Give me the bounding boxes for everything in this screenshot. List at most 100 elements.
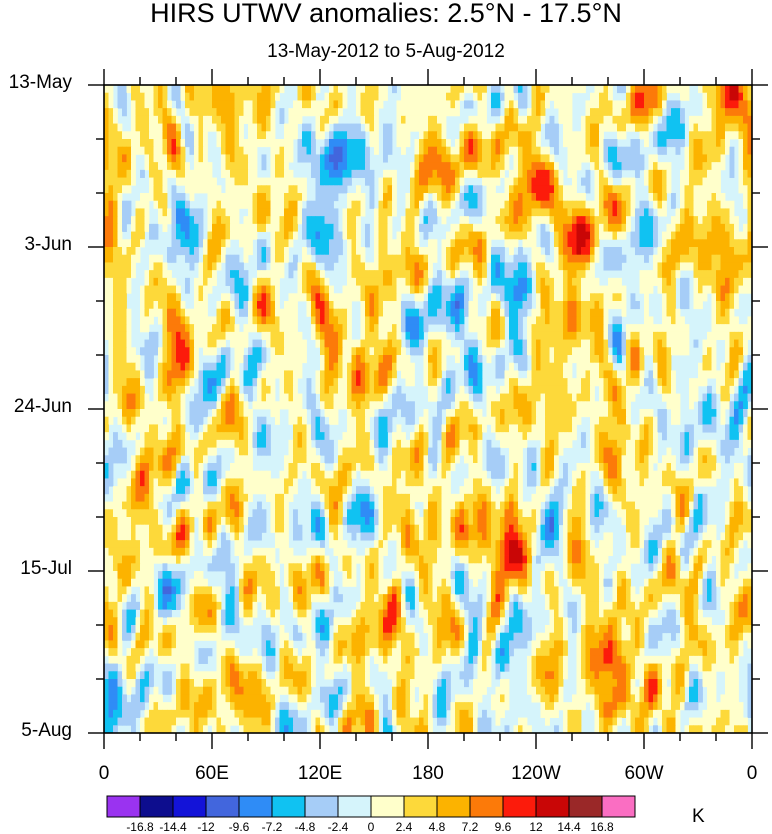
field-cell — [707, 270, 712, 279]
field-cell — [351, 200, 357, 209]
field-cell — [234, 208, 240, 217]
field-cell — [315, 154, 321, 163]
field-cell — [576, 285, 582, 294]
field-cell — [576, 254, 582, 263]
field-cell — [162, 200, 168, 209]
field-cell — [176, 378, 181, 387]
field-cell — [689, 162, 694, 171]
field-cell — [716, 154, 721, 163]
field-cell — [297, 339, 303, 348]
field-cell — [225, 262, 231, 271]
field-cell — [243, 409, 249, 418]
field-cell — [684, 169, 690, 178]
field-cell — [270, 378, 276, 387]
field-cell — [477, 277, 483, 286]
field-cell — [495, 223, 501, 232]
field-cell — [734, 347, 739, 356]
field-cell — [693, 169, 699, 178]
field-cell — [720, 301, 726, 310]
field-cell — [216, 216, 222, 225]
field-cell — [441, 131, 447, 140]
field-cell — [653, 177, 658, 186]
field-cell — [414, 92, 420, 101]
field-cell — [576, 409, 582, 418]
field-cell — [437, 131, 442, 140]
field-cell — [554, 162, 559, 171]
field-cell — [657, 370, 663, 379]
field-cell — [482, 270, 487, 279]
field-cell — [243, 324, 249, 333]
field-cell — [576, 324, 582, 333]
field-cell — [477, 115, 483, 124]
field-cell — [680, 231, 685, 240]
field-cell — [414, 285, 420, 294]
field-cell — [666, 293, 672, 302]
field-cell — [662, 270, 667, 279]
field-cell — [158, 100, 163, 109]
field-cell — [590, 231, 595, 240]
field-cell — [176, 85, 181, 94]
field-cell — [585, 185, 591, 194]
field-cell — [747, 100, 753, 109]
field-cell — [716, 231, 721, 240]
field-cell — [324, 154, 330, 163]
field-cell — [275, 193, 280, 202]
field-cell — [270, 162, 276, 171]
field-cell — [248, 92, 253, 101]
field-cell — [257, 115, 262, 124]
field-cell — [662, 331, 667, 340]
field-cell — [711, 393, 717, 402]
field-cell — [630, 85, 636, 94]
field-cell — [612, 316, 618, 325]
field-cell — [644, 239, 649, 248]
field-cell — [117, 208, 123, 217]
field-cell — [581, 223, 586, 232]
field-cell — [675, 146, 681, 155]
field-cell — [527, 293, 532, 302]
field-cell — [531, 393, 537, 402]
field-cell — [329, 401, 334, 410]
field-cell — [693, 139, 699, 148]
field-cell — [243, 308, 249, 317]
field-cell — [261, 254, 267, 263]
field-cell — [482, 331, 487, 340]
field-cell — [491, 339, 496, 348]
field-cell — [383, 385, 388, 394]
field-cell — [536, 154, 541, 163]
field-cell — [536, 301, 541, 310]
field-cell — [293, 200, 298, 209]
field-cell — [306, 131, 312, 140]
field-cell — [617, 254, 622, 263]
field-cell — [437, 409, 442, 418]
field-cell — [720, 254, 726, 263]
field-cell — [153, 177, 159, 186]
field-cell — [153, 401, 159, 410]
field-cell — [338, 92, 343, 101]
field-cell — [261, 108, 267, 117]
field-cell — [248, 347, 253, 356]
field-cell — [738, 100, 744, 109]
field-cell — [356, 131, 361, 140]
field-cell — [329, 139, 334, 148]
field-cell — [518, 223, 523, 232]
field-cell — [126, 324, 132, 333]
field-cell — [558, 270, 564, 279]
field-cell — [518, 146, 523, 155]
field-cell — [176, 92, 181, 101]
field-cell — [369, 355, 375, 364]
field-cell — [590, 131, 595, 140]
field-cell — [162, 370, 168, 379]
field-cell — [252, 193, 258, 202]
field-cell — [473, 223, 478, 232]
field-cell — [194, 154, 199, 163]
field-cell — [495, 316, 501, 325]
field-cell — [576, 316, 582, 325]
field-cell — [104, 162, 109, 171]
field-cell — [306, 123, 312, 132]
field-cell — [108, 385, 114, 394]
field-cell — [459, 231, 465, 240]
field-cell — [221, 108, 226, 117]
field-cell — [171, 193, 177, 202]
field-cell — [702, 154, 708, 163]
field-cell — [176, 324, 181, 333]
